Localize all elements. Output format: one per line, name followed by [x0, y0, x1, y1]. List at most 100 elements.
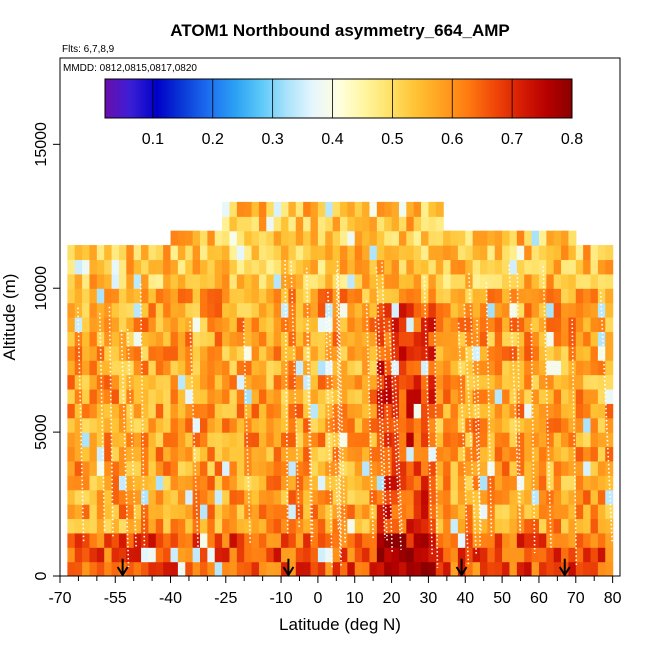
curtain-cell: [450, 345, 459, 361]
curtain-cell: [597, 460, 606, 476]
curtain-cell: [376, 317, 385, 332]
curtain-cell: [398, 417, 407, 433]
flights-note: Flts: 6,7,8,9: [62, 44, 115, 55]
curtain-cell: [597, 302, 606, 318]
curtain-cell: [443, 259, 452, 275]
curtain-cell: [443, 432, 452, 448]
curtain-cell: [443, 417, 452, 433]
curtain-cell: [531, 489, 540, 505]
curtain-cell: [340, 317, 348, 332]
curtain-cell: [435, 216, 444, 232]
curtain-cell: [347, 489, 356, 505]
curtain-cell: [406, 489, 415, 505]
curtain-cell: [502, 446, 511, 462]
curtain-cell: [89, 547, 98, 563]
curtain-cell: [354, 230, 363, 246]
curtain-cell: [487, 547, 496, 563]
curtain-cell: [480, 417, 488, 433]
curtain-cell: [133, 360, 142, 376]
curtain-cell: [524, 446, 533, 462]
curtain-cell: [82, 345, 91, 361]
curtain-cell: [568, 345, 577, 361]
curtain-cell: [605, 317, 614, 332]
curtain-cell: [480, 302, 488, 318]
curtain-cell: [244, 489, 253, 505]
curtain-cell: [583, 374, 592, 390]
curtain-cell: [288, 504, 297, 520]
curtain-cell: [421, 374, 430, 390]
curtain-cell: [354, 489, 363, 505]
curtain-cell: [369, 489, 378, 505]
curtain-cell: [421, 518, 430, 534]
curtain-cell: [568, 446, 577, 462]
curtain-cell: [597, 245, 606, 261]
curtain-cell: [148, 504, 157, 520]
curtain-cell: [354, 532, 363, 548]
curtain-cell: [421, 547, 430, 563]
curtain-cell: [96, 302, 105, 318]
curtain-cell: [192, 360, 201, 376]
curtain-cell: [502, 273, 511, 289]
curtain-cell: [303, 374, 312, 390]
curtain-cell: [317, 331, 326, 347]
curtain-cell: [494, 259, 503, 275]
curtain-cell: [509, 403, 518, 419]
curtain-cell: [266, 432, 275, 448]
curtain-cell: [546, 302, 555, 318]
curtain-cell: [480, 360, 488, 376]
curtain-cell: [340, 302, 348, 318]
curtain-cell: [413, 432, 422, 448]
curtain-cell: [332, 345, 341, 361]
curtain-cell: [413, 331, 422, 347]
curtain-cell: [126, 547, 135, 563]
curtain-cell: [435, 302, 444, 318]
curtain-cell: [222, 417, 231, 433]
curtain-cell: [443, 518, 452, 534]
curtain-cell: [222, 460, 231, 476]
curtain-cell: [516, 432, 525, 448]
curtain-cell: [266, 317, 275, 332]
curtain-cell: [118, 273, 127, 289]
curtain-cell: [391, 288, 400, 304]
curtain-cell: [575, 288, 584, 304]
curtain-cell: [531, 475, 540, 491]
curtain-cell: [391, 504, 400, 520]
curtain-cell: [354, 288, 363, 304]
curtain-cell: [398, 460, 407, 476]
curtain-cell: [340, 532, 348, 548]
curtain-cell: [310, 259, 319, 275]
curtain-cell: [494, 302, 503, 318]
curtain-cell: [494, 317, 503, 332]
curtain-cell: [273, 475, 282, 491]
curtain-cell: [480, 504, 488, 520]
y-tick-label: 5000: [33, 414, 50, 450]
curtain-cell: [538, 345, 547, 361]
curtain-cell: [133, 446, 142, 462]
curtain-cell: [457, 374, 466, 390]
curtain-cell: [82, 475, 91, 491]
curtain-cell: [244, 360, 253, 376]
curtain-cell: [347, 201, 356, 217]
curtain-cell: [487, 388, 496, 404]
curtain-cell: [126, 403, 135, 419]
curtain-cell: [96, 317, 105, 332]
curtain-cell: [443, 388, 452, 404]
curtain-cell: [141, 374, 150, 390]
curtain-cell: [82, 446, 91, 462]
curtain-cell: [89, 532, 98, 548]
curtain-cell: [155, 561, 164, 576]
curtain-cell: [222, 547, 231, 563]
curtain-cell: [450, 374, 459, 390]
curtain-cell: [590, 259, 599, 275]
curtain-cell: [251, 388, 260, 404]
curtain-cell: [605, 403, 614, 419]
curtain-cell: [421, 561, 430, 576]
curtain-cell: [354, 345, 363, 361]
curtain-cell: [450, 230, 459, 246]
curtain-cell: [406, 532, 415, 548]
curtain-cell: [472, 259, 481, 275]
flight-track: [337, 276, 342, 567]
curtain-cell: [281, 374, 290, 390]
curtain-cell: [332, 259, 341, 275]
curtain-cell: [288, 417, 297, 433]
